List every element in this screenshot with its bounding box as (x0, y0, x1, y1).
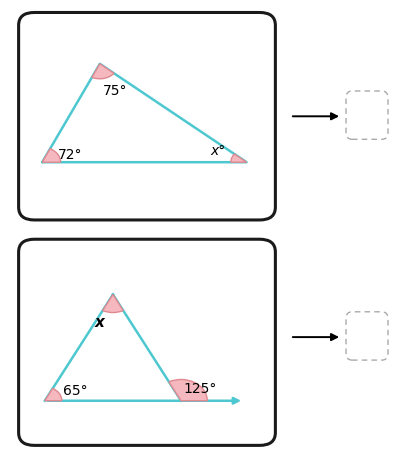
Wedge shape (103, 295, 123, 313)
Wedge shape (92, 65, 114, 79)
FancyBboxPatch shape (19, 13, 275, 220)
Wedge shape (45, 389, 62, 401)
Text: x: x (94, 315, 104, 330)
Text: 75°: 75° (102, 84, 127, 98)
Text: x°: x° (210, 143, 225, 157)
Text: 125°: 125° (184, 381, 217, 395)
FancyBboxPatch shape (19, 240, 275, 445)
FancyBboxPatch shape (346, 312, 388, 360)
Text: 72°: 72° (58, 148, 82, 162)
Wedge shape (42, 149, 60, 163)
Text: 65°: 65° (63, 384, 88, 397)
FancyBboxPatch shape (346, 92, 388, 140)
Wedge shape (169, 380, 207, 401)
Wedge shape (231, 155, 246, 163)
